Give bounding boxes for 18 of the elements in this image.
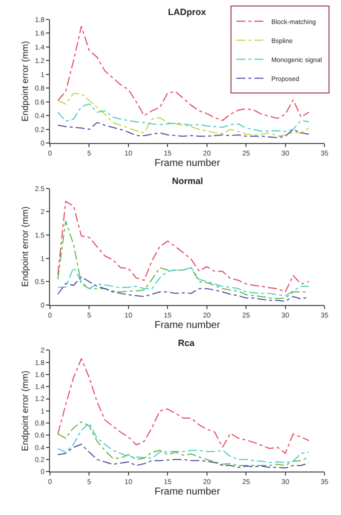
line-series (57, 220, 310, 299)
chart-title: Normal (172, 176, 204, 186)
y-axis-title: Endpoint error (mm) (20, 40, 30, 122)
line-series (57, 93, 310, 137)
chart-title: LADprox (168, 7, 206, 17)
x-axis-title: Frame number (154, 158, 221, 170)
chart-title: Rca (178, 338, 196, 348)
line-series (57, 444, 310, 468)
y-axis-title: Endpoint error (mm) (20, 206, 30, 287)
line-series (57, 103, 310, 132)
x-axis-title: Frame number (154, 486, 221, 498)
line-series (57, 358, 310, 454)
x-axis-title: Frame number (154, 320, 221, 331)
line-series (57, 200, 310, 292)
line-series (57, 267, 310, 296)
y-axis-title: Endpoint error (mm) (20, 370, 30, 452)
line-series (57, 276, 310, 302)
line-series (57, 122, 310, 138)
